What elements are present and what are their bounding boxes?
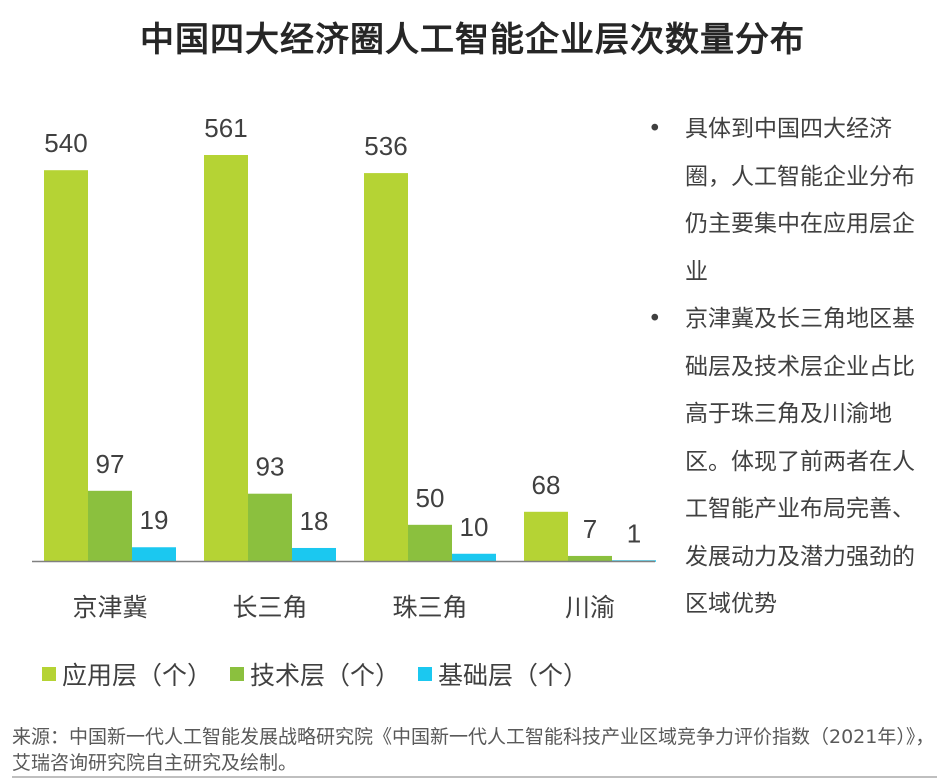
legend-swatch: [42, 667, 56, 681]
x-tick-label: 川渝: [565, 593, 615, 622]
data-label: 561: [204, 113, 247, 143]
bullet-list: • 具体到中国四大经济圈，人工智能企业分布仍主要集中在应用层企业 • 京津冀及长…: [640, 106, 940, 629]
bullet-item: • 具体到中国四大经济圈，人工智能企业分布仍主要集中在应用层企业: [640, 106, 940, 296]
bullet-dot: •: [648, 306, 662, 332]
bar: [204, 155, 248, 561]
data-label: 7: [583, 514, 597, 544]
data-label: 18: [300, 506, 329, 536]
chart-title: 中国四大经济圈人工智能企业层次数量分布: [140, 20, 805, 60]
bar: [568, 555, 612, 561]
data-label: 50: [416, 483, 445, 513]
data-label: 97: [96, 449, 125, 479]
legend-label: 技术层（个）: [250, 661, 401, 690]
bullet-text: 具体到中国四大经济圈，人工智能企业分布仍主要集中在应用层企业: [685, 116, 915, 285]
data-label: 68: [532, 470, 561, 500]
bar: [44, 170, 88, 561]
legend-item: 基础层（个）: [418, 656, 588, 692]
data-label: 93: [256, 452, 285, 482]
x-tick-label: 长三角: [232, 593, 307, 622]
legend-swatch: [230, 667, 245, 681]
data-label: 1: [627, 518, 641, 548]
legend-item: 技术层（个）: [230, 656, 400, 692]
bar: [248, 493, 292, 561]
x-tick-label: 珠三角: [392, 593, 467, 622]
bullet-text: 京津冀及长三角地区基础层及技术层企业占比高于珠三角及川渝地区。体现了前两者在人工…: [685, 306, 915, 617]
legend-item: 应用层（个）: [42, 656, 212, 692]
bar: [132, 547, 176, 561]
bar: [364, 173, 408, 561]
bullet-dot: •: [648, 116, 662, 142]
legend: 应用层（个） 技术层（个） 基础层（个）: [42, 656, 606, 692]
legend-label: 基础层（个）: [438, 661, 589, 690]
legend-swatch: [418, 667, 433, 681]
data-label: 10: [460, 512, 489, 542]
bar: [452, 553, 496, 561]
legend-label: 应用层（个）: [62, 661, 213, 690]
source-note: 来源：中国新一代人工智能发展战略研究院《中国新一代人工智能科技产业区域竞争力评价…: [12, 724, 937, 778]
x-tick-label: 京津冀: [72, 593, 147, 622]
data-label: 19: [140, 505, 169, 535]
bar: [524, 511, 568, 561]
data-label: 540: [44, 128, 87, 158]
bullet-item: • 京津冀及长三角地区基础层及技术层企业占比高于珠三角及川渝地区。体现了前两者在…: [640, 296, 940, 629]
bar: [292, 547, 336, 561]
bar: [88, 490, 132, 561]
bar: [408, 524, 452, 561]
data-label: 536: [364, 131, 407, 161]
